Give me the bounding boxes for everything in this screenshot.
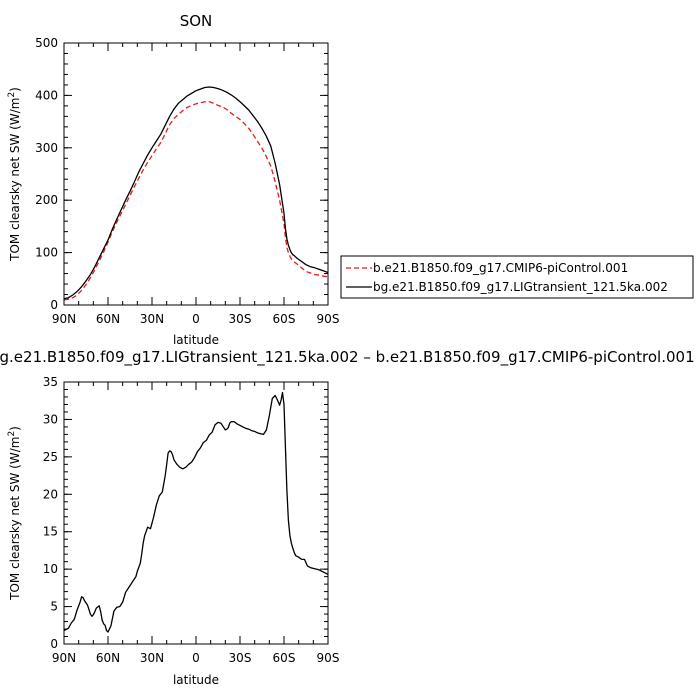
y-tick-label: 20 — [43, 487, 58, 501]
y-tick-label: 200 — [35, 193, 58, 207]
series-line-0 — [63, 101, 329, 301]
series-line-0 — [63, 391, 329, 633]
plot-frame — [63, 42, 329, 306]
y-axis-label: TOM clearsky net SW (W/m2) — [7, 426, 22, 601]
x-tick-label: 90N — [52, 312, 76, 326]
y-axis-label: TOM clearsky net SW (W/m2) — [7, 87, 22, 262]
y-tick-label: 5 — [50, 600, 58, 614]
chart-title: SON — [180, 12, 213, 30]
x-tick-label: 60N — [96, 651, 120, 665]
chart-title: bg.e21.B1850.f09_g17.LIGtransient_121.5k… — [0, 348, 695, 367]
y-tick-label: 500 — [35, 36, 58, 50]
legend-label-picontrol: b.e21.B1850.f09_g17.CMIP6-piControl.001 — [373, 261, 628, 275]
chart-difference: bg.e21.B1850.f09_g17.LIGtransient_121.5k… — [0, 348, 695, 687]
x-axis-label: latitude — [173, 333, 219, 347]
x-tick-label: 30N — [140, 312, 164, 326]
y-tick-label: 15 — [43, 525, 58, 539]
x-tick-label: 90S — [317, 312, 340, 326]
x-tick-label: 60N — [96, 312, 120, 326]
y-tick-label: 30 — [43, 412, 58, 426]
x-tick-label: 0 — [192, 312, 200, 326]
legend-label-ligtransient: bg.e21.B1850.f09_g17.LIGtransient_121.5k… — [373, 280, 668, 294]
y-tick-label: 10 — [43, 562, 58, 576]
x-tick-label: 60S — [273, 312, 296, 326]
y-tick-label: 25 — [43, 450, 58, 464]
series-line-1 — [63, 86, 329, 300]
legend-box — [340, 255, 694, 299]
x-tick-label: 30N — [140, 651, 164, 665]
y-tick-label: 0 — [50, 637, 58, 651]
y-tick-label: 0 — [50, 298, 58, 312]
y-tick-label: 300 — [35, 141, 58, 155]
x-tick-label: 90N — [52, 651, 76, 665]
y-tick-label: 400 — [35, 88, 58, 102]
x-tick-label: 30S — [229, 651, 252, 665]
x-tick-label: 30S — [229, 312, 252, 326]
x-tick-label: 0 — [192, 651, 200, 665]
y-tick-label: 100 — [35, 246, 58, 260]
x-tick-label: 60S — [273, 651, 296, 665]
chart-son: SON 90N 60N 30N 0 30S 60S 90S0100200300400500 … — [7, 12, 694, 347]
legend: b.e21.B1850.f09_g17.CMIP6-piControl.001 … — [340, 255, 694, 299]
x-tick-label: 90S — [317, 651, 340, 665]
x-axis-label: latitude — [173, 673, 219, 687]
y-tick-label: 35 — [43, 375, 58, 389]
